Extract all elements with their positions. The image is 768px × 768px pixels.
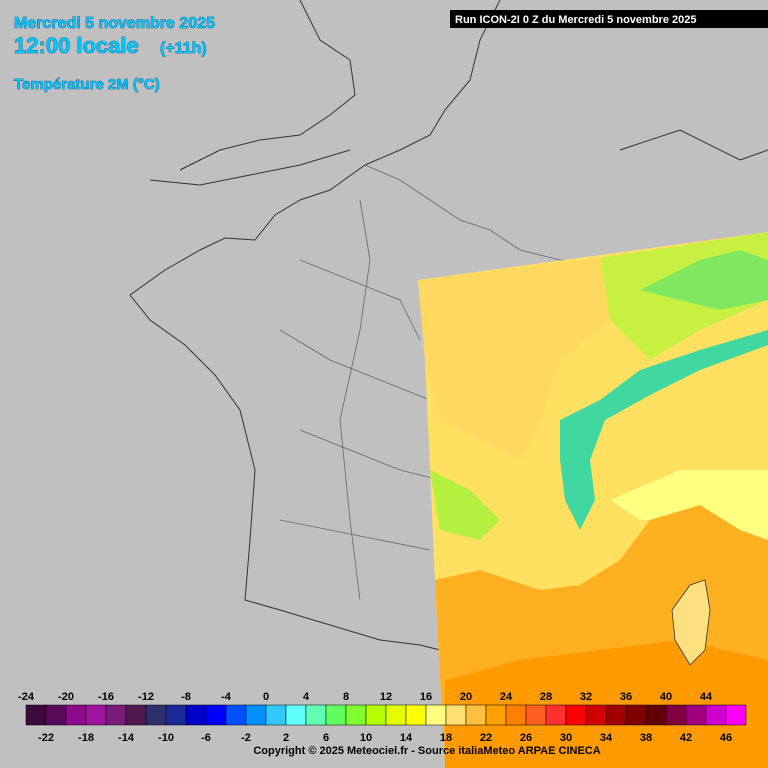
legend-label: -16 bbox=[98, 691, 114, 703]
legend-swatch bbox=[425, 704, 447, 726]
legend-swatch bbox=[205, 704, 227, 726]
legend-swatch bbox=[585, 704, 607, 726]
legend-swatch bbox=[65, 704, 87, 726]
legend-swatch bbox=[325, 704, 347, 726]
legend-label: 14 bbox=[400, 732, 413, 744]
temp-area-po bbox=[610, 470, 768, 540]
legend-label: 46 bbox=[720, 732, 732, 744]
regions bbox=[279, 199, 441, 601]
coastline-uk bbox=[149, 0, 356, 186]
legend-swatch bbox=[185, 704, 207, 726]
legend-swatch bbox=[625, 704, 647, 726]
legend-label: -2 bbox=[241, 732, 251, 744]
temp-area-cold bbox=[640, 250, 768, 310]
temp-area-north bbox=[418, 258, 610, 460]
temp-area-sea-south bbox=[445, 640, 768, 768]
legend-swatch bbox=[225, 704, 247, 726]
legend-swatch bbox=[45, 704, 67, 726]
legend: -24-22-20-18-16-14-12-10-8-6-4-202468101… bbox=[18, 691, 747, 744]
run-box bbox=[450, 10, 768, 28]
legend-label: 24 bbox=[500, 691, 513, 703]
run-info: Run ICON-2I 0 Z du Mercredi 5 novembre 2… bbox=[455, 14, 696, 26]
legend-label: 4 bbox=[303, 691, 310, 703]
temp-area-alps bbox=[560, 330, 768, 530]
legend-swatch bbox=[405, 704, 427, 726]
legend-label: 18 bbox=[440, 732, 452, 744]
legend-label: -4 bbox=[221, 691, 232, 703]
date: Mercredi 5 novembre 2025 bbox=[14, 15, 215, 32]
legend-swatch bbox=[545, 704, 567, 726]
legend-label: -6 bbox=[201, 732, 211, 744]
legend-swatch bbox=[285, 704, 307, 726]
legend-swatch bbox=[445, 704, 467, 726]
legend-label: 30 bbox=[560, 732, 572, 744]
legend-label: 6 bbox=[323, 732, 329, 744]
legend-swatch bbox=[265, 704, 287, 726]
legend-label: 38 bbox=[640, 732, 652, 744]
legend-label: -20 bbox=[58, 691, 74, 703]
legend-swatch bbox=[25, 704, 47, 726]
legend-label: -22 bbox=[38, 732, 54, 744]
legend-swatch bbox=[645, 704, 667, 726]
temp-area-massif bbox=[430, 470, 500, 540]
legend-label: 36 bbox=[620, 691, 632, 703]
legend-label: 42 bbox=[680, 732, 692, 744]
legend-swatch bbox=[385, 704, 407, 726]
legend-label: 22 bbox=[480, 732, 492, 744]
legend-label: 0 bbox=[263, 691, 269, 703]
parameter: Température 2M (°C) bbox=[14, 76, 160, 93]
legend-swatch bbox=[245, 704, 267, 726]
legend-label: -8 bbox=[181, 691, 191, 703]
legend-swatch bbox=[125, 704, 147, 726]
legend-label: 34 bbox=[600, 732, 613, 744]
legend-swatch bbox=[145, 704, 167, 726]
legend-swatch bbox=[725, 704, 747, 726]
copyright: Copyright © 2025 Meteociel.fr - Source i… bbox=[253, 745, 600, 757]
legend-swatch bbox=[345, 704, 367, 726]
legend-label: 28 bbox=[540, 691, 552, 703]
legend-swatch bbox=[465, 704, 487, 726]
legend-label: 2 bbox=[283, 732, 289, 744]
legend-label: 12 bbox=[380, 691, 392, 703]
legend-swatch bbox=[105, 704, 127, 726]
legend-swatch bbox=[165, 704, 187, 726]
legend-label: 44 bbox=[700, 691, 713, 703]
legend-label: -14 bbox=[118, 732, 135, 744]
legend-swatch bbox=[85, 704, 107, 726]
legend-swatch bbox=[685, 704, 707, 726]
legend-label: -18 bbox=[78, 732, 94, 744]
legend-label: 8 bbox=[343, 691, 349, 703]
legend-label: 20 bbox=[460, 691, 472, 703]
coastline bbox=[129, 164, 441, 651]
legend-label: 16 bbox=[420, 691, 432, 703]
legend-swatch bbox=[365, 704, 387, 726]
time: 12:00 locale bbox=[14, 33, 139, 58]
legend-label: 26 bbox=[520, 732, 532, 744]
legend-swatch bbox=[525, 704, 547, 726]
legend-swatch bbox=[485, 704, 507, 726]
legend-label: 40 bbox=[660, 691, 672, 703]
legend-swatch bbox=[605, 704, 627, 726]
legend-label: -10 bbox=[158, 732, 174, 744]
coastline-north bbox=[364, 0, 768, 166]
corsica bbox=[671, 579, 711, 666]
legend-label: 32 bbox=[580, 691, 592, 703]
legend-swatch bbox=[705, 704, 727, 726]
legend-label: -12 bbox=[138, 691, 154, 703]
legend-swatch bbox=[305, 704, 327, 726]
legend-label: 10 bbox=[360, 732, 372, 744]
legend-swatch bbox=[665, 704, 687, 726]
legend-swatch bbox=[505, 704, 527, 726]
offset: (+11h) bbox=[160, 40, 207, 57]
legend-label: -24 bbox=[18, 691, 35, 703]
legend-swatch bbox=[565, 704, 587, 726]
